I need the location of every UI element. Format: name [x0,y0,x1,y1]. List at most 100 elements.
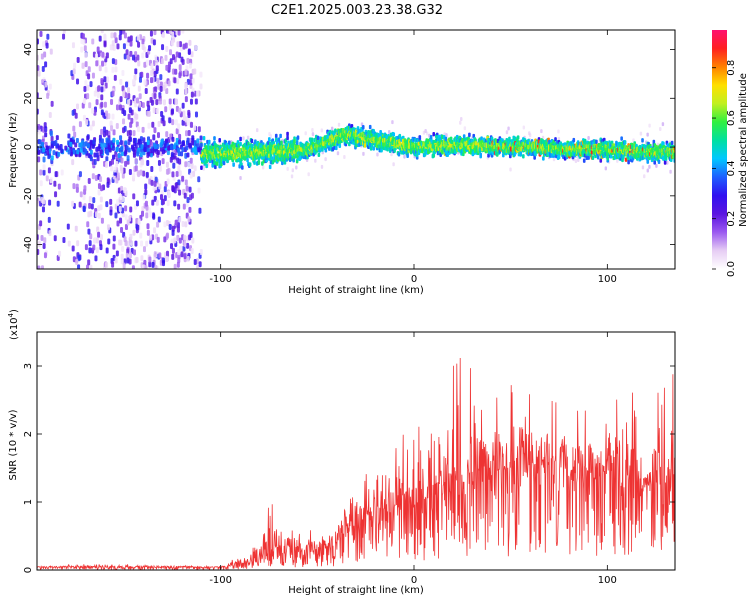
spectrogram-cell [88,247,92,254]
spectrogram-cell [90,140,94,146]
spectrogram-cell [222,160,226,166]
spectrogram-cell [183,253,187,260]
spectrogram-cell [124,214,128,221]
spectrogram-cell [43,51,47,58]
x-tick-label: 100 [598,274,617,285]
spectrogram-cell [89,149,93,155]
spectrogram-cell [459,120,462,125]
spectrogram-cell [89,124,93,131]
spectrogram-cell [100,185,104,192]
spectrogram-cell [199,249,203,256]
spectrogram-cell [390,152,393,157]
spectrogram-cell [88,202,92,209]
spectrogram-cell [163,221,167,228]
spectrogram-cell [46,92,50,99]
spectrogram-cell [70,70,74,77]
spectrogram-cell [37,149,41,155]
spectrogram-cell [37,124,41,131]
spectrogram-cell [175,51,179,58]
spectrogram-cell [343,154,346,159]
spectrogram-cell [45,145,49,151]
spectrogram-cell [119,135,123,141]
spectrogram-cell [100,138,104,144]
spectrogram-cell [78,171,82,178]
spectrogram-cell [92,139,96,145]
spectrogram-cell [160,207,164,214]
spectrogram-cell [361,125,365,130]
spectrogram-cell [39,169,43,176]
spectrogram-cell [166,250,170,257]
spectrogram-cell [122,43,126,50]
spectrogram-cell [199,71,203,78]
spectrogram-cell [165,255,169,262]
spectrogram-cell [270,156,274,161]
spectrogram-cell [62,33,66,40]
spectrogram-cell [169,133,173,140]
spectrogram-cell [146,229,150,236]
spectrogram-cell [95,53,99,60]
spectrogram-cell [114,212,118,219]
spectrogram-cell [187,130,191,137]
spectrogram-cell [153,251,157,258]
spectrogram-cell [137,139,141,145]
spectrogram-cell [109,140,113,146]
spectrogram-cell [120,253,124,260]
spectrogram-cell [136,54,140,61]
spectrogram-cell [113,74,117,81]
spectrogram-cell [67,133,71,139]
spectrogram-cell [177,147,181,153]
spectrogram-cell [648,123,651,128]
spectrogram-cell [177,123,181,130]
spectrogram-cell [141,206,145,213]
spectrogram-cell [104,66,108,73]
spectrogram-cell [153,93,157,100]
y-tick-label: 1 [23,499,34,505]
spectrogram-cell [239,141,242,147]
spectrogram-cell [372,146,375,151]
spectrogram-cell [165,45,169,52]
spectrogram-cell [74,142,78,148]
spectrogram-cell [89,264,93,269]
spectrogram-cell [577,158,580,163]
spectrogram-cell [110,158,114,165]
spectrogram-cell [169,58,173,65]
spectrogram-cell [202,136,206,141]
spectrogram-cell [50,135,54,142]
spectrogram-cell [71,159,75,166]
spectrogram-cell [197,126,201,133]
spectrogram-cell [153,227,157,234]
spectrogram-cell [76,149,80,155]
spectrogram-cell [46,150,50,156]
spectrogram-cell [42,242,46,249]
spectrogram-cell [528,131,531,136]
spectrogram-cell [179,245,183,252]
spectrogram-cell [48,112,52,119]
spectrogram-cell [37,265,41,269]
spectrogram-cell [112,243,116,250]
spectrogram-cell [188,62,192,69]
spectrogram-cell [37,145,40,151]
spectrogram-cell [151,261,155,268]
snr-frame [36,331,676,571]
spectrogram-cell [49,177,53,184]
spectrogram-cell [103,142,107,148]
spectrogram-cell [418,135,422,140]
spectrogram-cell [184,221,188,228]
spectrogram-cell [307,172,310,177]
spectrogram-cell [103,101,107,108]
spectrogram-cell [132,172,136,179]
spectrogram-cell [150,141,154,148]
spectrogram-cell [95,247,99,254]
colorbar: 0.00.20.40.60.8 Normalized spectral ampl… [712,30,749,277]
spectrogram-cell [189,73,193,80]
spectrogram-cell [119,194,123,201]
spectrogram-cell [162,120,166,127]
spectrogram-cell [84,148,88,154]
colorbar-ticks: 0.00.20.40.60.8 [712,60,737,277]
spectrogram-cell [87,73,91,80]
spectrogram-cell [157,159,161,166]
spectrogram-cell [156,221,160,228]
spectrogram-cell [172,144,176,150]
spectrogram-cell [314,158,317,163]
